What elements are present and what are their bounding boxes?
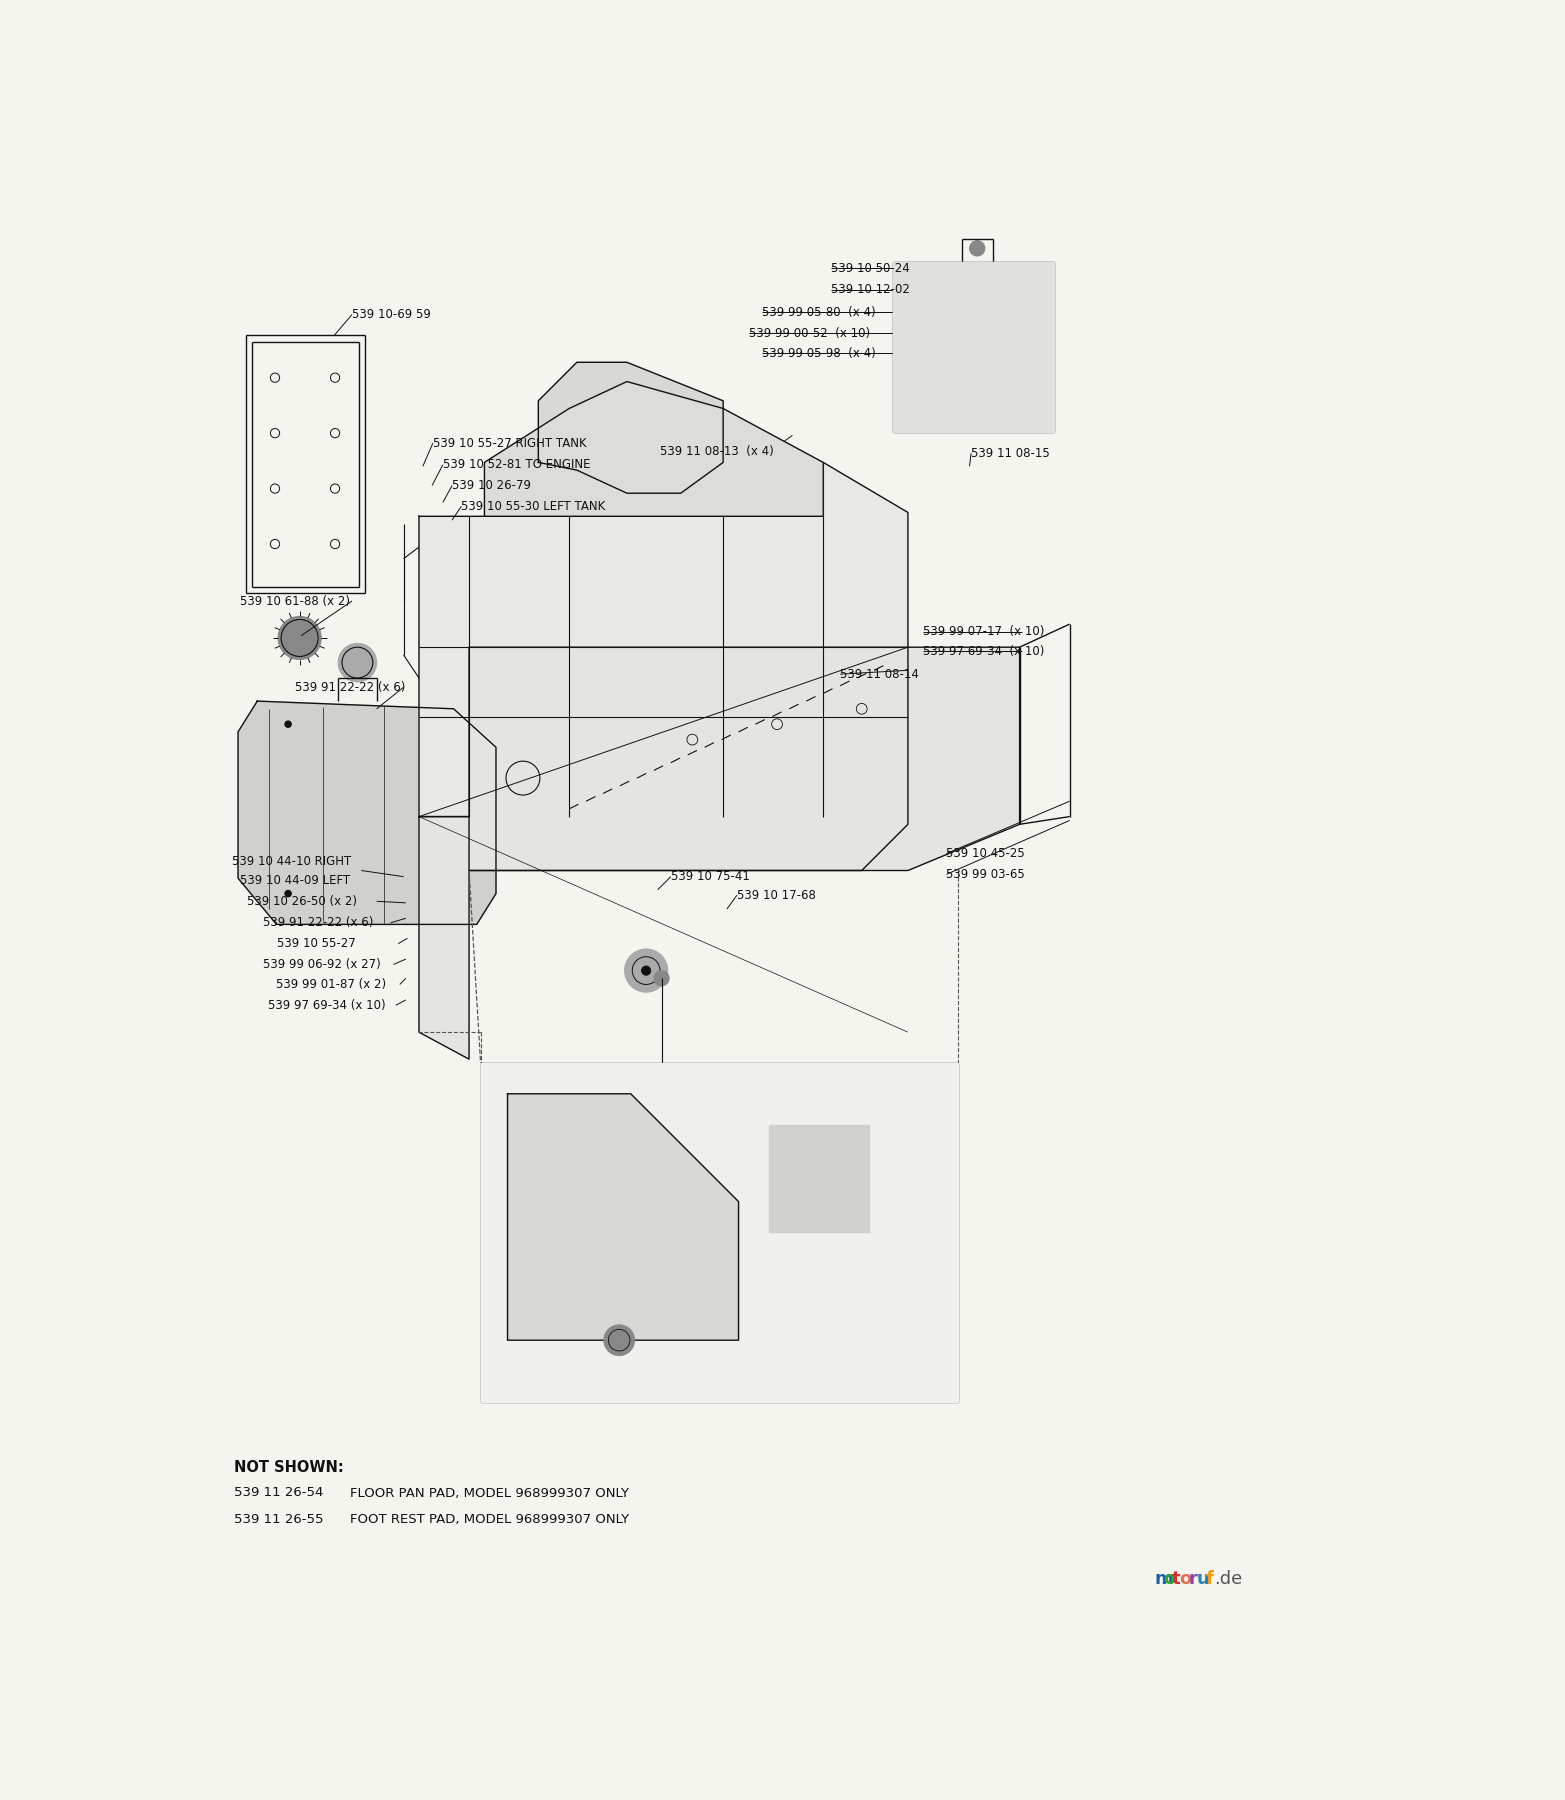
Text: 539 99 05-80  (x 4): 539 99 05-80 (x 4) (762, 306, 875, 319)
Circle shape (279, 616, 321, 659)
Text: 539 97 69-34 (x 10): 539 97 69-34 (x 10) (268, 999, 385, 1012)
Text: 539 11 26-55: 539 11 26-55 (235, 1514, 324, 1526)
Text: 539 10 75-41: 539 10 75-41 (671, 869, 750, 884)
Polygon shape (770, 1125, 870, 1233)
Circle shape (970, 241, 984, 256)
Text: 539 91 22-22 (x 6): 539 91 22-22 (x 6) (296, 680, 405, 693)
Polygon shape (419, 648, 1019, 1058)
Text: 539 11 00-74: 539 11 00-74 (745, 1206, 823, 1220)
Text: 539 91 22-22 (x 6): 539 91 22-22 (x 6) (263, 916, 372, 929)
Text: 539 99 04-11  (x 2): 539 99 04-11 (x 2) (637, 1186, 751, 1199)
Circle shape (427, 891, 434, 896)
Text: m: m (1155, 1570, 1174, 1588)
Circle shape (285, 891, 291, 896)
Text: 539 10 44-10 RIGHT: 539 10 44-10 RIGHT (232, 855, 351, 868)
Circle shape (624, 949, 668, 992)
Text: 539 99 05-98  (x 12): 539 99 05-98 (x 12) (673, 1327, 795, 1339)
Text: t: t (1171, 1570, 1180, 1588)
Text: o: o (1180, 1570, 1193, 1588)
Text: 539 99 00-52  (x 10): 539 99 00-52 (x 10) (750, 326, 870, 340)
Text: r: r (1188, 1570, 1197, 1588)
Polygon shape (480, 1064, 958, 1402)
Text: 539 11 08-14: 539 11 08-14 (840, 668, 919, 680)
Text: 539 99 01-87 (x 2): 539 99 01-87 (x 2) (275, 977, 387, 992)
Text: 539 11 11-47: 539 11 11-47 (567, 1251, 645, 1264)
Text: 539 10 17-68: 539 10 17-68 (737, 889, 815, 902)
Text: 539 10 61-88 (x 2): 539 10 61-88 (x 2) (239, 594, 349, 608)
Text: .de: .de (1213, 1570, 1243, 1588)
Text: 539 11 26-54: 539 11 26-54 (235, 1487, 324, 1499)
Text: 539 10 12-02: 539 10 12-02 (831, 283, 909, 297)
Text: 539 10 55-27 RIGHT TANK: 539 10 55-27 RIGHT TANK (434, 437, 587, 450)
Text: 539 11 08-15: 539 11 08-15 (970, 446, 1050, 459)
Text: 539 10 55-27: 539 10 55-27 (277, 938, 355, 950)
Circle shape (427, 722, 434, 727)
Circle shape (604, 1325, 634, 1355)
Text: 539 10 27-33: 539 10 27-33 (653, 1166, 731, 1179)
Text: 539 10 50-24: 539 10 50-24 (831, 261, 909, 275)
Text: u: u (1197, 1570, 1210, 1588)
Text: 539 99 06-92 (x 27): 539 99 06-92 (x 27) (263, 958, 380, 970)
Polygon shape (485, 382, 823, 517)
Text: 539 99 07-17  (x 10): 539 99 07-17 (x 10) (923, 625, 1045, 639)
Text: FOOT REST PAD, MODEL 968999307 ONLY: FOOT REST PAD, MODEL 968999307 ONLY (349, 1514, 629, 1526)
Polygon shape (419, 463, 908, 871)
Circle shape (338, 643, 377, 682)
Polygon shape (892, 263, 1055, 432)
Text: FLOOR PAN PAD, MODEL 968999307 ONLY: FLOOR PAN PAD, MODEL 968999307 ONLY (349, 1487, 629, 1499)
Text: 539 99 03-62  (x 4): 539 99 03-62 (x 4) (729, 1228, 844, 1240)
Text: f: f (1205, 1570, 1213, 1588)
Text: 539 99 00-52  (x 10): 539 99 00-52 (x 10) (673, 1303, 793, 1316)
Circle shape (285, 722, 291, 727)
Text: 539 10 55-30 LEFT TANK: 539 10 55-30 LEFT TANK (462, 500, 606, 513)
Text: 539 10-69 59: 539 10-69 59 (352, 308, 430, 320)
Text: 539 10 52-81 TO ENGINE: 539 10 52-81 TO ENGINE (443, 459, 590, 472)
Text: 539 11 08-13  (x 4): 539 11 08-13 (x 4) (660, 445, 773, 459)
Text: 539 10 26-50 (x 2): 539 10 26-50 (x 2) (247, 895, 357, 907)
Text: 539 97 69-77  (x 4): 539 97 69-77 (x 4) (545, 1280, 659, 1292)
Text: NOT SHOWN:: NOT SHOWN: (235, 1460, 344, 1474)
Text: 539 10 45-25: 539 10 45-25 (947, 848, 1025, 860)
Text: 539 10 32-75: 539 10 32-75 (535, 1350, 613, 1363)
Circle shape (654, 970, 670, 986)
Polygon shape (538, 362, 723, 493)
Text: 539 99 03-65: 539 99 03-65 (947, 868, 1025, 880)
Polygon shape (238, 700, 496, 925)
Text: 539 10 26-79: 539 10 26-79 (452, 479, 531, 491)
Text: 539 99 05-98  (x 4): 539 99 05-98 (x 4) (762, 347, 875, 360)
Circle shape (642, 967, 651, 976)
Text: 539 97 69-34  (x 10): 539 97 69-34 (x 10) (923, 644, 1045, 657)
Text: 539 10 44-09 LEFT: 539 10 44-09 LEFT (239, 875, 349, 887)
Polygon shape (507, 1094, 739, 1341)
Text: o: o (1163, 1570, 1175, 1588)
